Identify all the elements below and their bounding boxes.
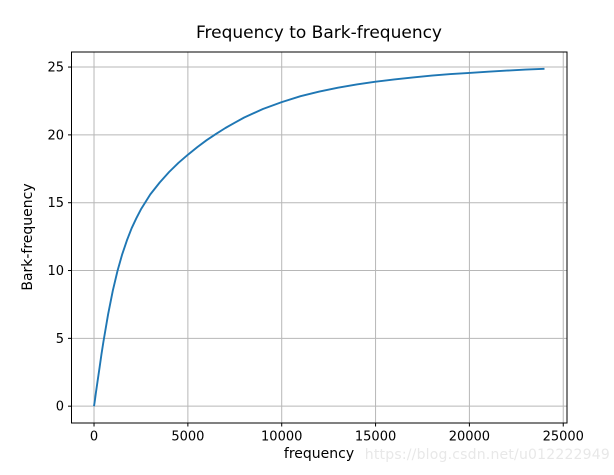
y-axis-label: Bark-frequency (20, 183, 36, 291)
y-tick-label: 15 (47, 196, 64, 211)
x-tick-label: 25000 (543, 430, 584, 445)
y-tick-label: 25 (47, 61, 64, 76)
x-tick-label: 5000 (171, 430, 204, 445)
y-tick-label: 10 (47, 264, 64, 279)
y-tick-label: 20 (47, 128, 64, 143)
y-tick-label: 0 (56, 400, 64, 415)
axes-spines (71, 51, 568, 424)
x-tick-label: 0 (90, 430, 98, 445)
y-tick-label: 5 (56, 332, 64, 347)
x-tick-label: 10000 (261, 430, 302, 445)
x-tick-label: 15000 (355, 430, 396, 445)
x-axis-label: frequency (283, 446, 355, 462)
watermark-text: https://blog.csdn.net/u012222949 (364, 447, 610, 463)
chart-title: Frequency to Bark-frequency (195, 23, 442, 43)
x-tick-label: 20000 (449, 430, 490, 445)
bark-frequency-curve (93, 67, 545, 407)
